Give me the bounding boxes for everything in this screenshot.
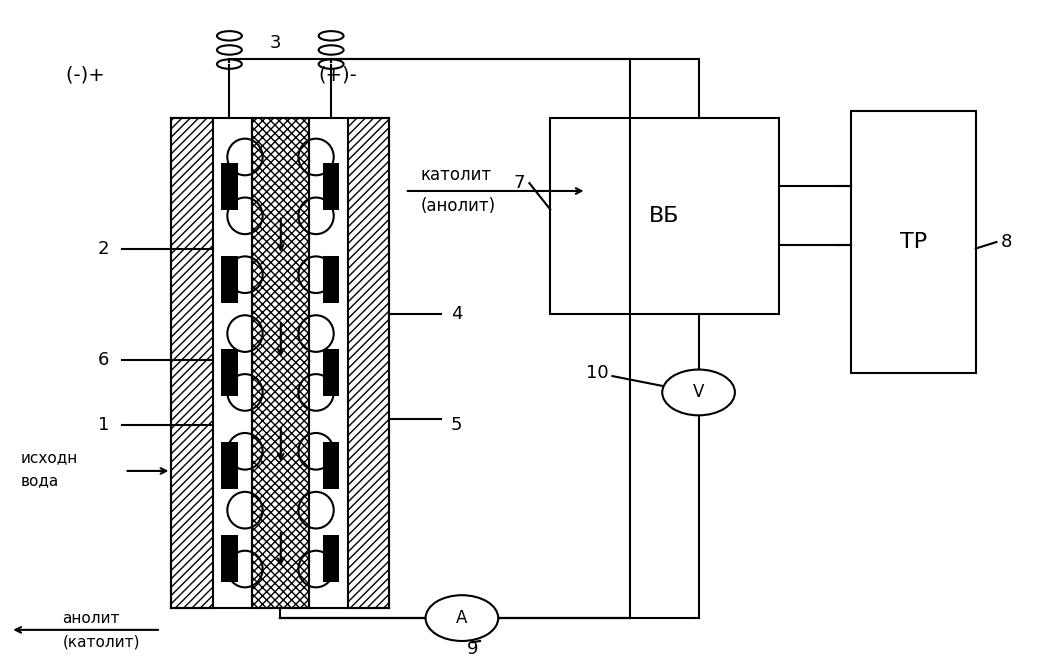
Text: (католит): (католит) xyxy=(62,635,140,650)
Circle shape xyxy=(662,370,735,415)
Text: исходн: исходн xyxy=(21,450,78,465)
Text: вода: вода xyxy=(21,473,59,488)
Text: 6: 6 xyxy=(99,351,109,369)
Text: 2: 2 xyxy=(98,239,110,258)
Text: V: V xyxy=(693,384,704,401)
Text: A: A xyxy=(457,609,467,627)
Text: ВБ: ВБ xyxy=(649,206,680,226)
Text: 1: 1 xyxy=(99,416,109,434)
Bar xyxy=(221,349,238,396)
Text: ТР: ТР xyxy=(900,232,927,252)
Bar xyxy=(171,118,213,608)
Text: (анолит): (анолит) xyxy=(420,197,495,215)
Bar xyxy=(221,442,238,489)
Bar xyxy=(323,535,339,582)
Text: 3: 3 xyxy=(269,34,281,51)
Bar xyxy=(323,442,339,489)
Bar xyxy=(323,256,339,302)
Text: 5: 5 xyxy=(450,416,463,434)
Bar xyxy=(550,118,778,314)
Circle shape xyxy=(426,595,498,641)
Text: анолит: анолит xyxy=(62,611,119,625)
Bar xyxy=(221,163,238,210)
Text: католит: католит xyxy=(420,166,492,185)
Text: 7: 7 xyxy=(513,174,525,192)
Bar xyxy=(851,111,976,373)
Bar xyxy=(252,118,309,608)
Text: 8: 8 xyxy=(1002,233,1012,251)
Bar xyxy=(323,163,339,210)
Text: (-)+: (-)+ xyxy=(65,66,111,85)
Text: 10: 10 xyxy=(585,364,608,382)
Text: (+)-: (+)- xyxy=(318,66,357,85)
Text: 4: 4 xyxy=(450,305,463,323)
Bar xyxy=(348,118,389,608)
Bar xyxy=(221,256,238,302)
Bar xyxy=(221,535,238,582)
Bar xyxy=(323,349,339,396)
Text: 9: 9 xyxy=(466,640,479,658)
